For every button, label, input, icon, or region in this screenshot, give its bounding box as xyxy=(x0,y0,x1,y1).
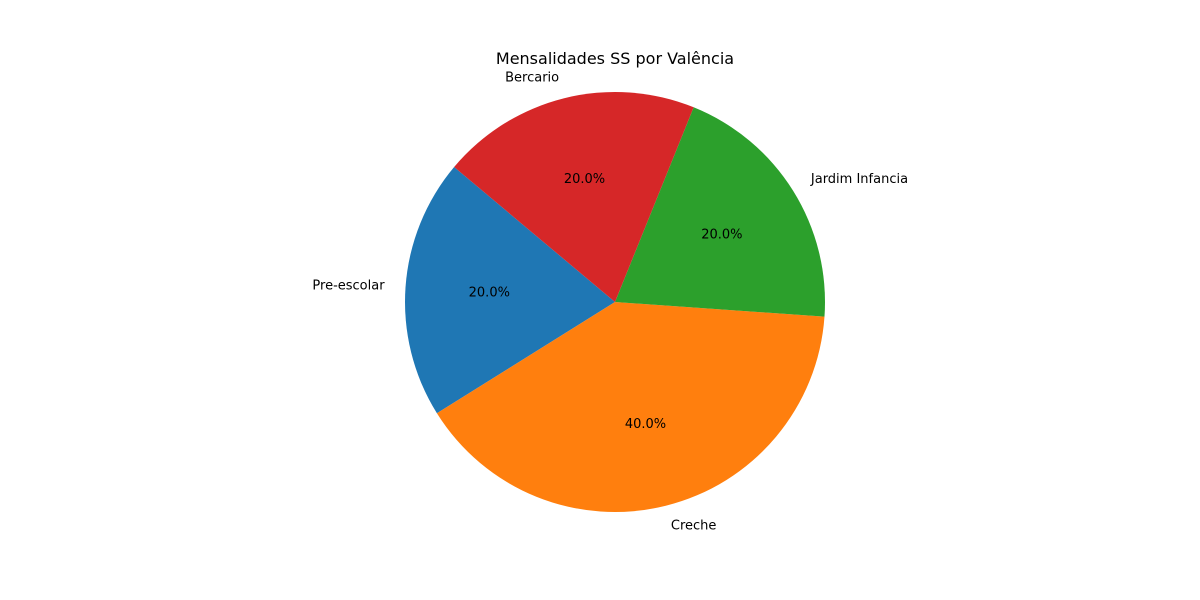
pct-label-creche: 40.0% xyxy=(625,417,666,432)
pie-slice-jardim-infancia xyxy=(615,107,825,317)
pie-labels: Pre-escolar 20.0% Creche 40.0% Jardim Infanc… xyxy=(312,70,908,533)
pie-slice-creche xyxy=(436,302,825,513)
slice-label-pre-escolar: Pre-escolar xyxy=(312,278,385,293)
slice-label-bercario: Bercario xyxy=(505,70,559,85)
pct-label-bercario: 20.0% xyxy=(564,172,605,187)
pct-label-jardim-infancia: 20.0% xyxy=(701,228,742,243)
chart-title: Mensalidades SS por Valência xyxy=(496,49,734,68)
pie-slice-pre-escolar xyxy=(405,167,615,414)
slice-label-jardim-infancia: Jardim Infancia xyxy=(810,172,908,187)
pie-slice-bercario xyxy=(454,91,694,302)
pie-slices xyxy=(405,91,825,513)
pct-label-pre-escolar: 20.0% xyxy=(469,286,510,301)
slice-label-creche: Creche xyxy=(671,519,717,534)
